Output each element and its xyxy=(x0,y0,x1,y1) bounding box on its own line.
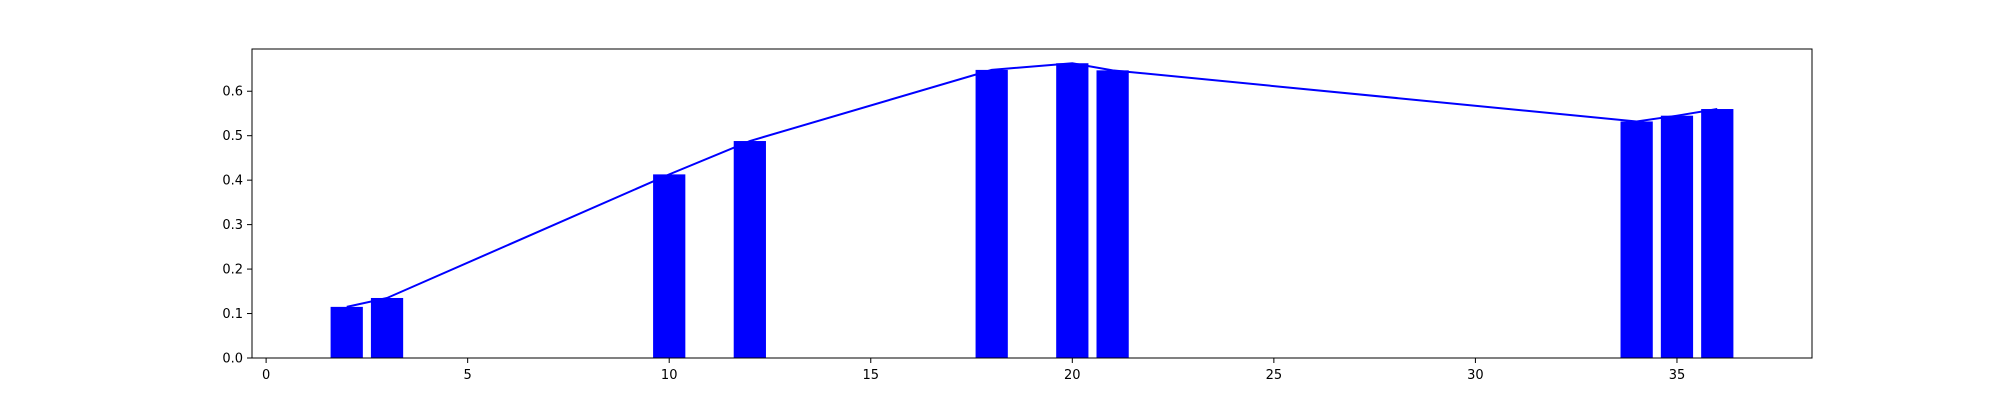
bar xyxy=(1096,70,1129,358)
bars-layer xyxy=(330,63,1734,359)
y-tick-label: 0.6 xyxy=(222,85,243,100)
plot-area-frame xyxy=(251,48,1813,359)
x-tick-label: 5 xyxy=(464,368,472,383)
x-tick-label: 30 xyxy=(1467,368,1484,383)
bar xyxy=(653,174,686,358)
series-line xyxy=(346,62,1718,308)
bar xyxy=(975,69,1008,359)
x-tick-label: 0 xyxy=(262,368,270,383)
x-tick-label: 15 xyxy=(862,368,879,383)
bar xyxy=(370,297,404,358)
y-tick-label: 0.2 xyxy=(222,263,243,278)
x-tick-label: 20 xyxy=(1064,368,1081,383)
y-tick-label: 0.1 xyxy=(222,307,243,322)
x-axis: 0 5 10 15 20 25 30 35 xyxy=(262,358,1685,383)
y-tick-label: 0.3 xyxy=(222,218,243,233)
y-tick-label: 0.4 xyxy=(222,174,243,189)
bar xyxy=(1620,121,1653,358)
x-tick-label: 10 xyxy=(661,368,678,383)
bar xyxy=(1056,63,1089,358)
line-layer xyxy=(346,62,1718,308)
bar xyxy=(733,141,766,358)
bar xyxy=(1660,115,1694,358)
bar xyxy=(330,306,363,358)
y-tick-label: 0.5 xyxy=(222,129,243,144)
x-tick-label: 35 xyxy=(1669,368,1686,383)
y-tick-label: 0.0 xyxy=(222,352,243,367)
bar xyxy=(1701,109,1734,359)
x-tick-label: 25 xyxy=(1266,368,1283,383)
y-axis: 0.0 0.1 0.2 0.3 0.4 0.5 0.6 xyxy=(222,85,252,367)
